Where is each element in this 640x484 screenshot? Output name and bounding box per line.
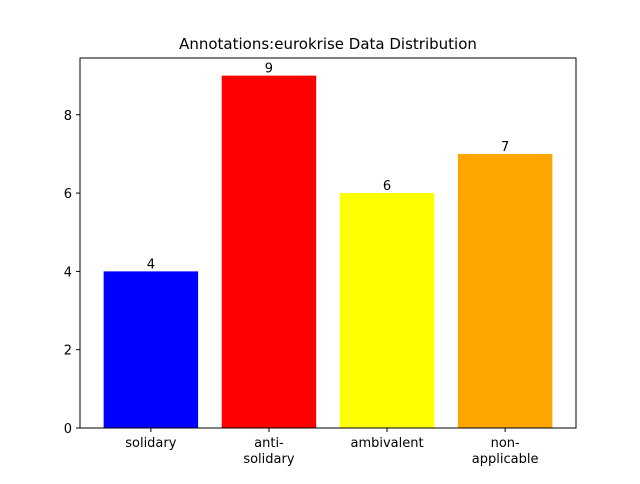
bar-anti--solidary [221, 75, 317, 428]
y-tick-label: 2 [64, 344, 72, 359]
data-labels-layer: 4 9 6 7 [147, 62, 510, 273]
x-tick-label: anti-solidary [243, 436, 295, 467]
y-tick-label: 0 [64, 422, 72, 437]
data-label: 6 [383, 179, 391, 194]
bar-non--applicable [457, 153, 553, 429]
bar-ambivalent [339, 193, 435, 428]
bar-solidary [103, 271, 199, 428]
y-tick-label: 8 [64, 109, 72, 124]
x-tick-label: ambivalent [350, 436, 423, 451]
data-label: 4 [147, 257, 155, 272]
x-axis: solidary anti-solidary ambivalent non-appli… [125, 428, 538, 467]
y-tick-label: 4 [64, 265, 72, 280]
y-tick-label: 6 [64, 187, 72, 202]
data-label: 7 [501, 140, 509, 155]
x-tick-label: solidary [125, 436, 177, 451]
data-label: 9 [265, 62, 273, 77]
plot-frame [79, 57, 577, 429]
bars-layer [103, 75, 553, 429]
y-axis: 0 2 4 6 8 [64, 109, 80, 437]
x-tick-label: non-applicable [472, 436, 539, 467]
chart-title: Annotations:eurokrise Data Distribution [179, 35, 477, 53]
